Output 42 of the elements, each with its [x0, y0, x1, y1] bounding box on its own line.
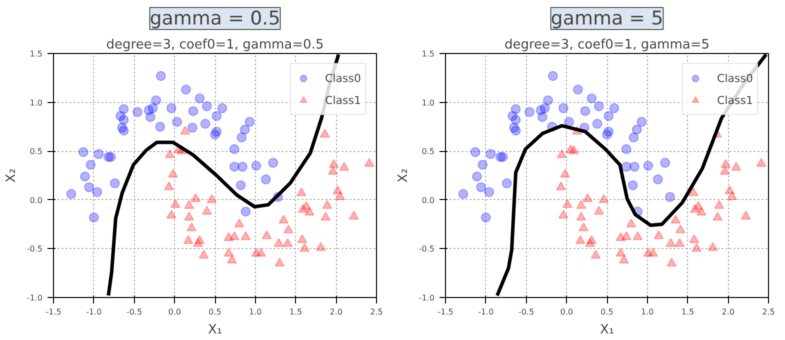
legend-label: Class1 [325, 94, 361, 106]
x-tick-label: 1.5 [289, 308, 302, 316]
y-tick-label: -1.0 [418, 294, 434, 302]
x-tick-label: -1.5 [438, 308, 454, 316]
x-tick-label: 0.5 [208, 308, 222, 316]
y-tick-label: 1.5 [30, 50, 43, 58]
x-tick-label: 0.0 [168, 308, 181, 316]
x-tick-label: 1.5 [681, 308, 694, 316]
y-tick-label: -1.0 [26, 294, 42, 302]
chart-subtitle: degree=3, coef0=1, gamma=5 [504, 38, 710, 52]
y-tick-label: 0.0 [30, 196, 43, 205]
x-tick-label: 2.0 [330, 308, 342, 316]
y-tick-label: 1.0 [422, 98, 435, 108]
x-tick-label: 1.0 [641, 308, 654, 316]
x-tick-label: 0.5 [600, 308, 614, 316]
x-tick-label: -1.5 [46, 308, 62, 316]
x-tick-label: 2.0 [722, 308, 734, 316]
x-tick-label: -0.5 [518, 308, 534, 316]
x-axis-title: X₁ [600, 322, 614, 338]
y-tick-label: 1.5 [422, 50, 435, 58]
x-tick-label: 1.0 [249, 308, 262, 316]
x-tick-label: -0.5 [126, 308, 142, 316]
legend-label: Class1 [717, 94, 753, 106]
y-tick-label: 0.5 [30, 147, 43, 156]
x-tick-label: 2.5 [370, 308, 383, 316]
chart-title: gamma = 5 [550, 8, 664, 30]
y-axis-title: X₂ [396, 168, 411, 183]
legend-label: Class0 [717, 72, 753, 84]
x-tick-label: 2.5 [762, 308, 775, 316]
x-tick-label: -1.0 [86, 308, 102, 316]
x-axis-title: X₁ [208, 322, 222, 338]
x-tick-label: -1.0 [478, 308, 494, 316]
y-tick-label: 0.5 [422, 147, 435, 156]
legend-label: Class0 [325, 72, 361, 84]
y-tick-label: 1.0 [30, 98, 43, 108]
y-tick-label: 0.0 [422, 196, 435, 205]
y-axis-title: X₂ [4, 168, 19, 183]
y-tick-label: -0.5 [26, 244, 42, 254]
chart-subtitle: degree=3, coef0=1, gamma=0.5 [106, 38, 324, 52]
x-tick-label: 0.0 [560, 308, 573, 316]
y-tick-label: -0.5 [418, 244, 434, 254]
chart-title: gamma = 0.5 [150, 8, 280, 30]
